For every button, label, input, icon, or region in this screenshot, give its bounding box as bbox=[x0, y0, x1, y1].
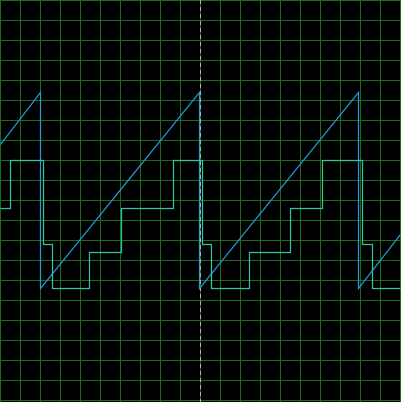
staircase-trace bbox=[0, 159, 401, 290]
traces bbox=[0, 90, 401, 291]
sawtooth-trace bbox=[0, 90, 401, 291]
